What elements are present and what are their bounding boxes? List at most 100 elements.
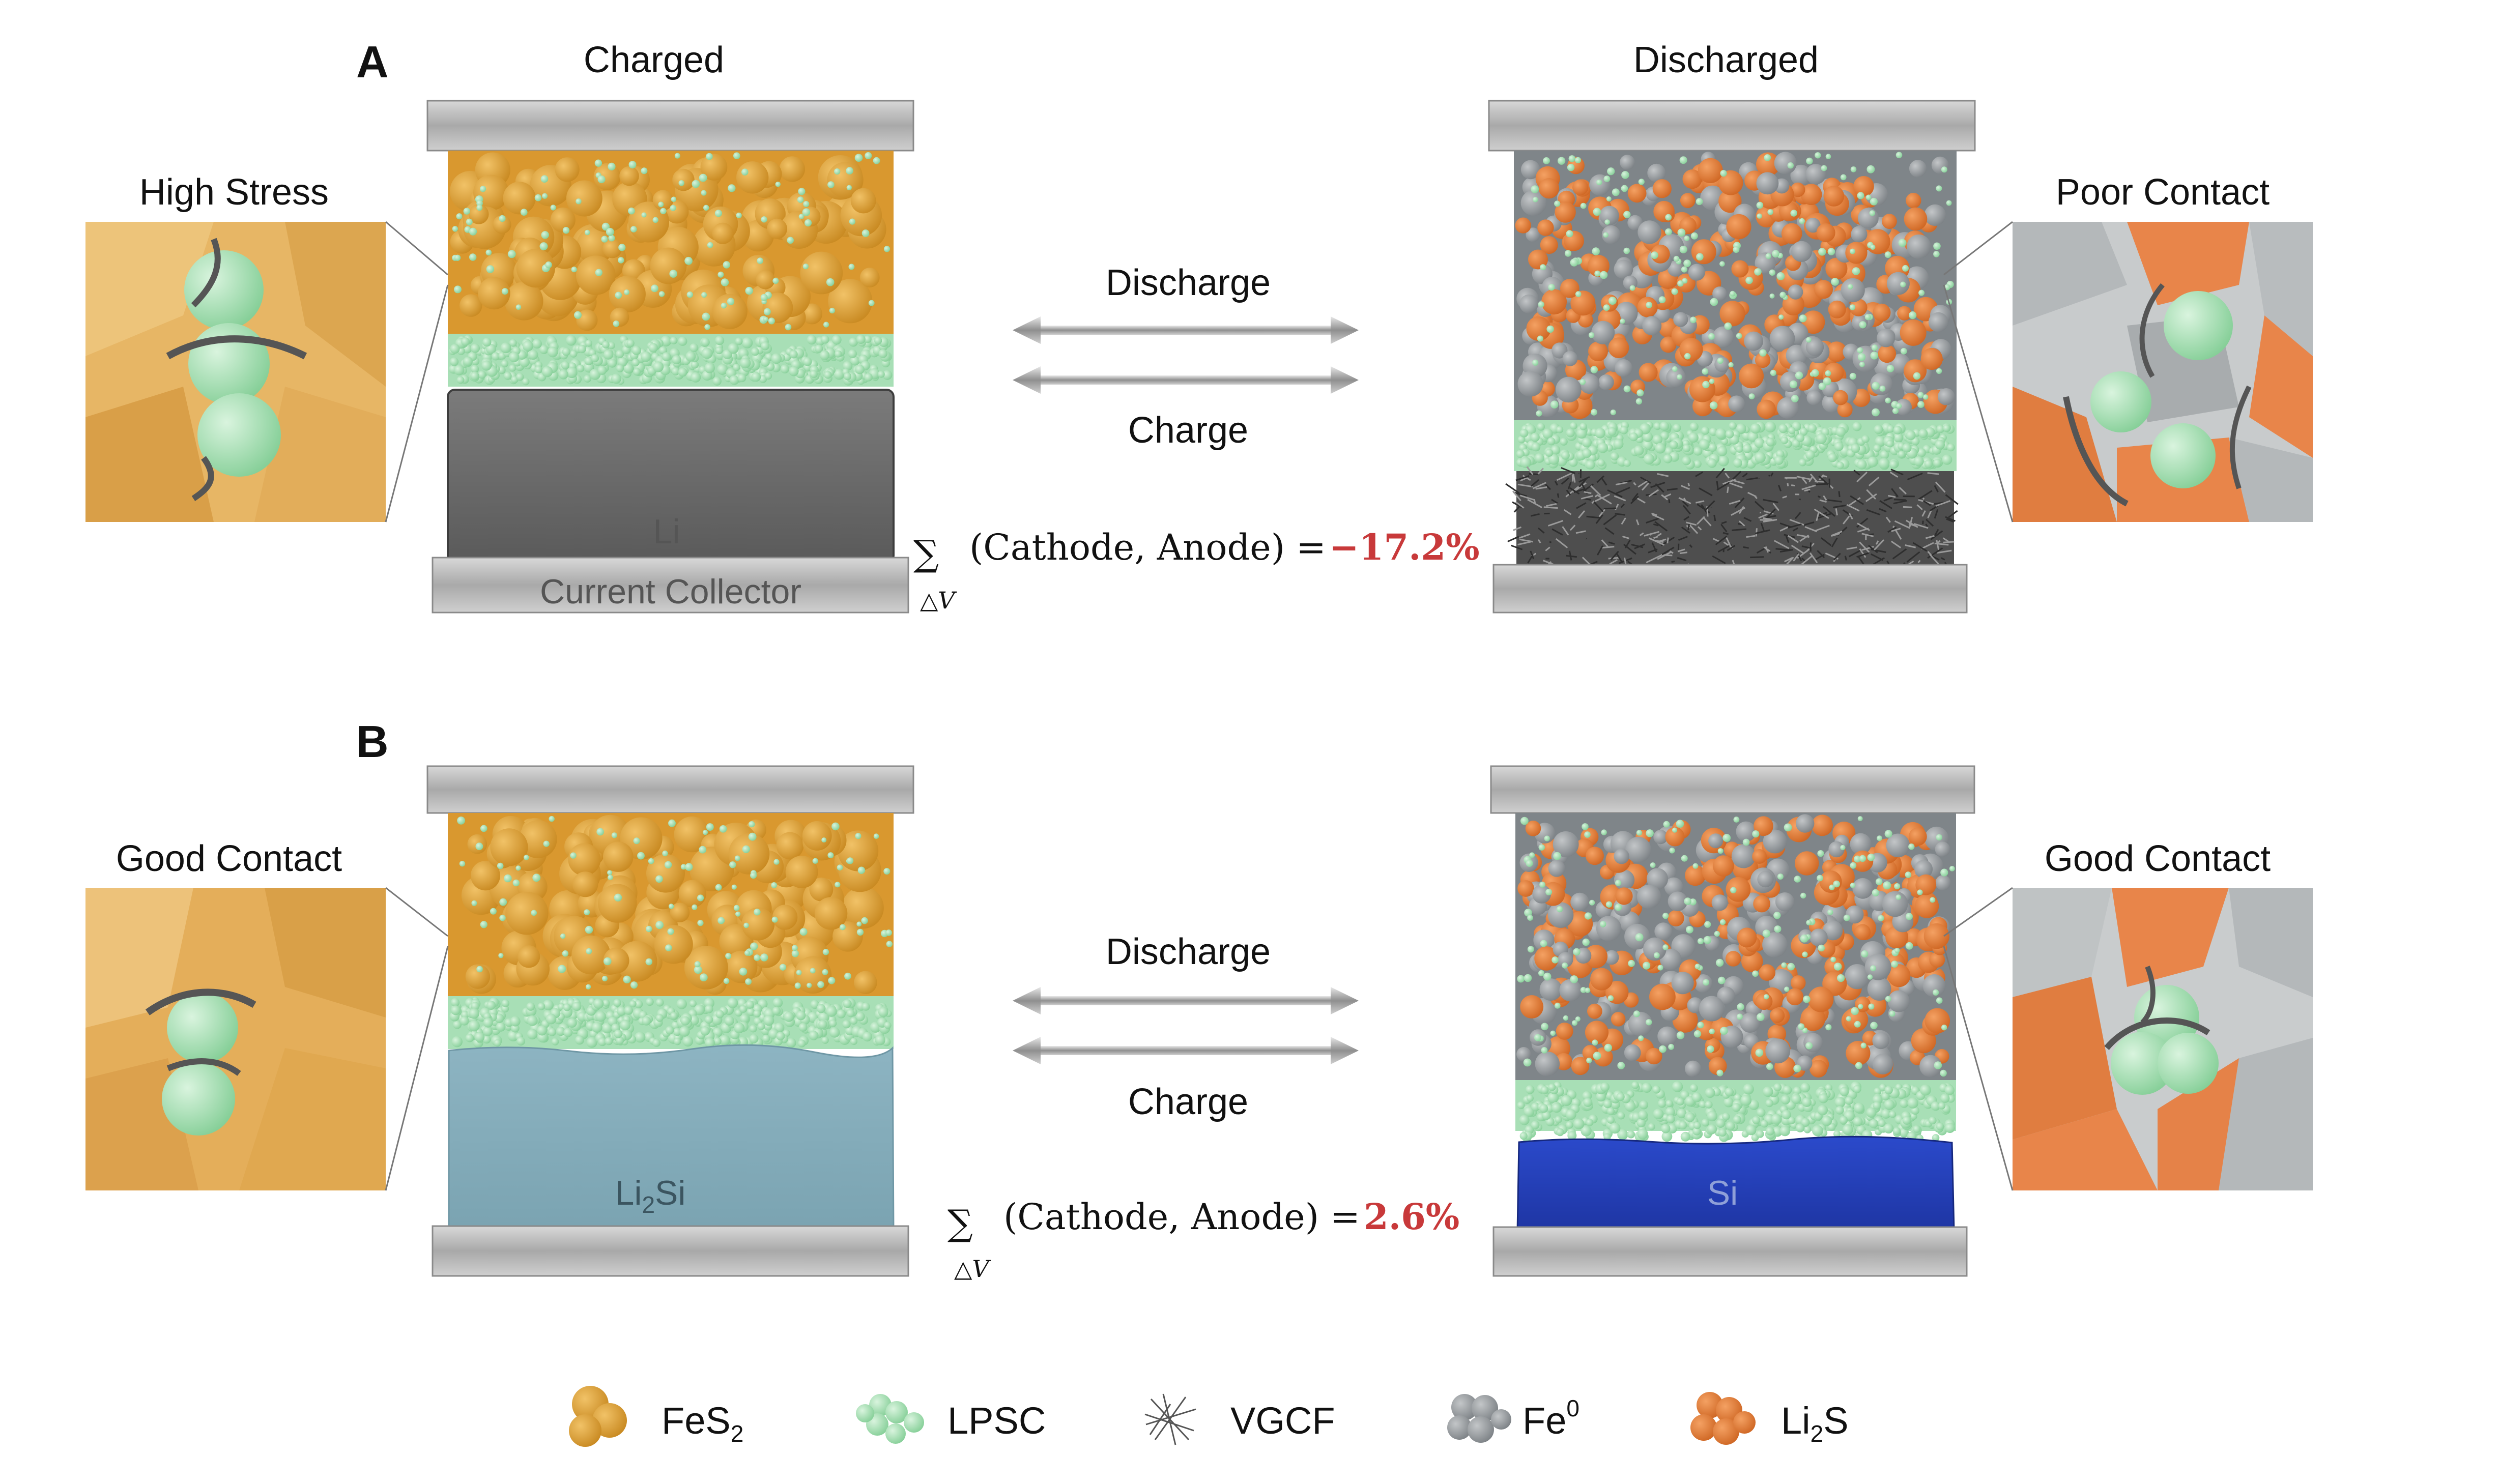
dendrite-strand [1557, 472, 1572, 481]
fes2-particle [610, 307, 629, 327]
lpsc-particle [509, 339, 517, 347]
lpsc-particle [1593, 1052, 1601, 1060]
lpsc-particle [1573, 948, 1581, 956]
dendrite-strand [1615, 481, 1628, 486]
lpsc-particle [1707, 458, 1717, 468]
lpsc-particle [1583, 1097, 1593, 1107]
lpsc-particle [1672, 827, 1678, 833]
dendrite-strand [1681, 526, 1690, 534]
dendrite-strand [1879, 500, 1892, 509]
lpsc-particle [1548, 1083, 1556, 1091]
lpsc-particle [1827, 248, 1835, 255]
lpsc-particle [1802, 1097, 1812, 1108]
lpsc-particle [1652, 434, 1663, 445]
li2s-fe-particle [1665, 827, 1685, 847]
li-anode-label: Li [653, 512, 680, 551]
lpsc-particle [1703, 936, 1712, 944]
dendrite-strand [1571, 474, 1574, 482]
lpsc-particle [1833, 963, 1842, 971]
lpsc-particle [637, 852, 645, 860]
lpsc-particle [1580, 202, 1587, 209]
lpsc-particle [451, 1005, 461, 1015]
lpsc-particle [601, 236, 608, 243]
lpsc-particle [789, 366, 799, 376]
li2s-fe-particle [1790, 182, 1805, 197]
lpsc-particle [1932, 1134, 1940, 1142]
lpsc-particle [1682, 444, 1691, 452]
lpsc-particle [1629, 432, 1638, 442]
lpsc-particle [1880, 450, 1889, 459]
lpsc-particle [1589, 899, 1595, 906]
lpsc-particle [1600, 1082, 1610, 1092]
dendrite-strand [1772, 503, 1779, 511]
lpsc-particle [584, 229, 590, 236]
dendrite-strand [1755, 528, 1758, 537]
dendrite-strand [1899, 487, 1907, 494]
lpsc-particle [669, 270, 677, 278]
dendrite-strand [1888, 494, 1896, 498]
discharged-cell-b: Si [1490, 765, 1975, 1277]
dendrite-strand [1716, 481, 1719, 490]
lpsc-particle [1853, 1085, 1861, 1093]
lpsc-particle [1547, 1092, 1559, 1103]
dendrite-strand [1631, 492, 1639, 501]
lpsc-particle [856, 335, 866, 344]
li2s-fe-particle [1685, 865, 1706, 886]
lpsc-particle [1548, 454, 1560, 465]
dendrite-strand [1918, 490, 1933, 500]
lpsc-particle [490, 908, 497, 915]
dendrite-strand [1804, 526, 1818, 533]
dendrite-strand [1686, 521, 1697, 526]
dendrite-strand [1517, 483, 1533, 488]
li2s-fe-particle [1520, 190, 1547, 216]
lpsc-particle [1848, 284, 1853, 289]
lpsc-particle-icon [856, 1394, 924, 1444]
dendrite-strand [1688, 523, 1699, 534]
dendrite-strand [1581, 495, 1593, 500]
lpsc-particle [1867, 974, 1873, 980]
lpsc-particle [593, 998, 604, 1009]
lpsc-particle [1850, 166, 1857, 172]
lpsc-particle [1623, 459, 1631, 467]
dendrite-strand [1801, 558, 1805, 562]
lpsc-particle [1539, 881, 1546, 888]
lpsc-particle [1894, 883, 1901, 890]
li2s-fe-particle [1679, 338, 1703, 362]
lpsc-particle [1552, 956, 1559, 964]
li2s-fe-particle [1757, 871, 1774, 888]
li2s-fe-particle [1558, 952, 1573, 968]
dendrite-strand [1779, 522, 1791, 528]
lpsc-particle [1517, 435, 1526, 444]
charge-label: Charge [1128, 410, 1248, 451]
li2s-fe-particle [1877, 329, 1895, 347]
lpsc-particle [1680, 1131, 1690, 1142]
lpsc-particle [1784, 823, 1792, 832]
lpsc-particle [616, 1036, 624, 1045]
lpsc-particle [482, 337, 492, 347]
dendrite-strand [1687, 483, 1690, 486]
dendrite-strand [1861, 533, 1874, 537]
fes2-particle [725, 950, 758, 983]
dendrite-strand [1677, 557, 1687, 562]
fes2-particle [850, 188, 876, 214]
lpsc-particle [1580, 987, 1587, 993]
lpsc-particle [1821, 1115, 1832, 1126]
li2s-fe-particle [1774, 152, 1797, 174]
lpsc-particle [1517, 975, 1525, 983]
lpsc-particle [1561, 451, 1570, 460]
li2s-fe-particle [1571, 1057, 1590, 1075]
lpsc-particle [509, 364, 516, 372]
lpsc-particle [642, 1016, 651, 1026]
sum-subscript: △V [920, 587, 957, 614]
lpsc-particle [754, 909, 761, 916]
lpsc-particle [834, 368, 845, 380]
lpsc-particle [1837, 974, 1845, 982]
dendrite-strand [1791, 484, 1795, 487]
lpsc-particle [483, 1017, 493, 1028]
dendrite-strand [1569, 525, 1576, 531]
li2s-fe-particle [1517, 880, 1535, 897]
lpsc-particle [1733, 817, 1740, 823]
dendrite-strand [1715, 468, 1725, 479]
li2s-fe-particle [1904, 207, 1928, 231]
dendrite-strand [1746, 535, 1756, 538]
